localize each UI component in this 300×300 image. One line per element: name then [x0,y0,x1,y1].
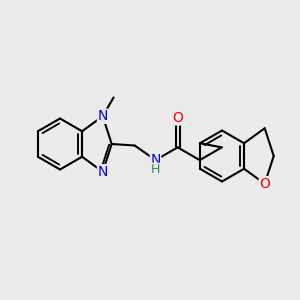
Text: H: H [151,163,160,176]
Text: N: N [150,153,161,167]
Text: O: O [259,177,270,191]
Text: O: O [172,111,183,125]
Text: N: N [98,109,108,123]
Text: N: N [98,165,108,179]
